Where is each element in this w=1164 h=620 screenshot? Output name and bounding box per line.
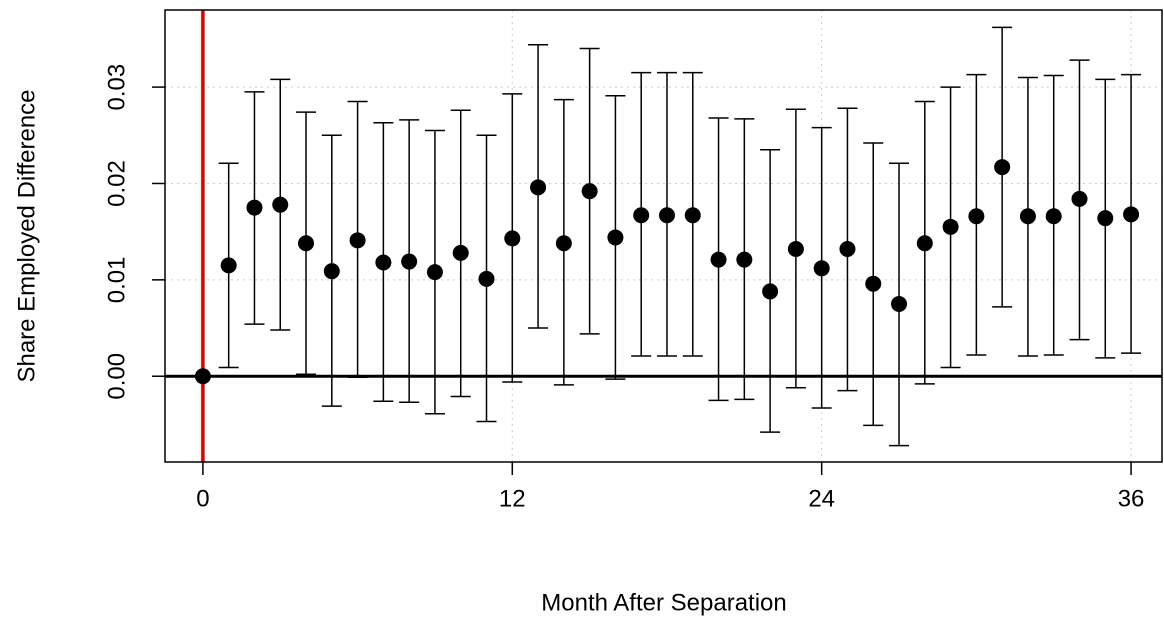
point [968,208,985,225]
point [994,159,1011,176]
point [1097,210,1114,227]
point [1123,206,1140,223]
plot-frame [164,9,1163,463]
point [581,183,598,200]
point [504,230,521,247]
point [787,241,804,258]
point [452,244,469,261]
point [916,235,933,252]
y-tick-label: 0.03 [103,64,130,111]
point [762,283,779,300]
point [607,229,624,246]
point [246,199,263,216]
point [375,254,392,271]
point [658,207,675,224]
point [839,241,856,258]
point [349,232,366,249]
point [194,368,211,385]
point [1071,190,1088,207]
x-tick-label: 0 [196,485,209,512]
point [323,263,340,280]
point [1019,208,1036,225]
point [1045,208,1062,225]
point [272,196,289,213]
x-tick-label: 12 [499,485,526,512]
y-tick-label: 0.02 [103,160,130,207]
point [555,235,572,252]
point [530,179,547,196]
y-axis-label: Share Employed Difference [13,89,40,382]
x-axis-label: Month After Separation [541,589,786,616]
point [736,251,753,268]
point [891,295,908,312]
y-tick-label: 0.01 [103,256,130,303]
point [633,207,650,224]
point [813,260,830,277]
y-tick-label: 0.00 [103,353,130,400]
point [942,218,959,235]
point [401,253,418,270]
point [298,235,315,252]
point [684,207,701,224]
point [865,275,882,292]
x-tick-label: 36 [1118,485,1145,512]
x-tick-label: 24 [808,485,835,512]
point [710,251,727,268]
point [426,264,443,281]
point [220,257,237,274]
point [478,270,495,287]
